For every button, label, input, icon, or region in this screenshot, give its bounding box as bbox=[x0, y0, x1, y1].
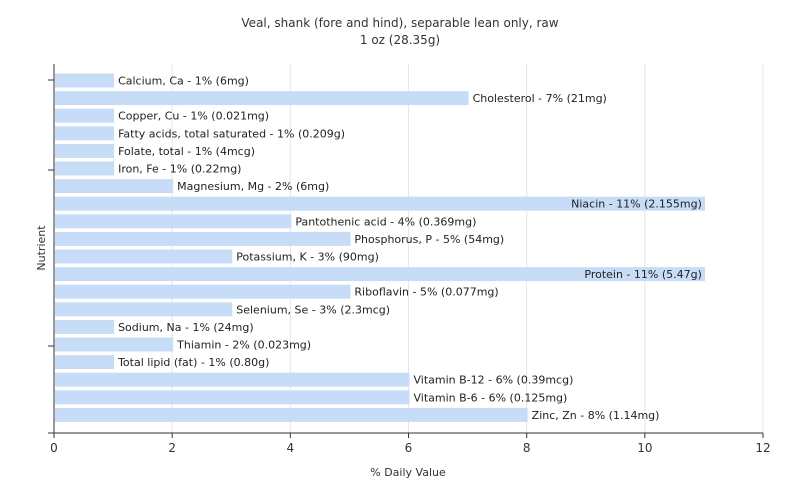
bar bbox=[55, 108, 115, 123]
bar bbox=[55, 390, 410, 405]
bar bbox=[55, 196, 705, 211]
bar bbox=[55, 214, 292, 229]
bar bbox=[55, 179, 174, 194]
bar-label: Copper, Cu - 1% (0.021mg) bbox=[118, 110, 269, 123]
bar-label: Riboflavin - 5% (0.077mg) bbox=[354, 286, 498, 299]
x-tick-label: 6 bbox=[405, 441, 413, 455]
bar bbox=[55, 91, 469, 106]
bar-label: Protein - 11% (5.47g) bbox=[584, 268, 702, 281]
bar bbox=[55, 319, 115, 334]
bar bbox=[55, 337, 174, 352]
bar-label: Magnesium, Mg - 2% (6mg) bbox=[177, 180, 329, 193]
bar-label: Fatty acids, total saturated - 1% (0.209… bbox=[118, 127, 345, 140]
bar-label: Folate, total - 1% (4mcg) bbox=[118, 145, 255, 158]
x-tick-label: 10 bbox=[637, 441, 652, 455]
x-tick-label: 4 bbox=[287, 441, 295, 455]
bar bbox=[55, 73, 115, 88]
bar-label: Phosphorus, P - 5% (54mg) bbox=[354, 233, 504, 246]
chart-subtitle: 1 oz (28.35g) bbox=[360, 33, 440, 47]
bar-label: Potassium, K - 3% (90mg) bbox=[236, 251, 379, 264]
bar bbox=[55, 143, 115, 158]
bar bbox=[55, 302, 233, 317]
bar-label: Thiamin - 2% (0.023mg) bbox=[176, 339, 311, 352]
x-tick-label: 0 bbox=[50, 441, 58, 455]
bar-label: Niacin - 11% (2.155mg) bbox=[571, 198, 702, 211]
bar bbox=[55, 231, 351, 246]
x-tick-label: 8 bbox=[523, 441, 531, 455]
axes: 0 2 4 6 8 10 12 bbox=[48, 64, 771, 455]
bar bbox=[55, 249, 233, 264]
grid-lines bbox=[54, 64, 764, 433]
bar-label: Sodium, Na - 1% (24mg) bbox=[118, 321, 254, 334]
y-axis-label: Nutrient bbox=[35, 225, 48, 271]
bar-label: Selenium, Se - 3% (2.3mcg) bbox=[236, 303, 390, 316]
bar-label: Pantothenic acid - 4% (0.369mg) bbox=[295, 215, 476, 228]
bar-label: Calcium, Ca - 1% (6mg) bbox=[118, 75, 249, 88]
bar-label: Total lipid (fat) - 1% (0.80g) bbox=[117, 356, 269, 369]
bar bbox=[55, 372, 410, 387]
x-tick-label: 12 bbox=[755, 441, 770, 455]
bar bbox=[55, 126, 115, 141]
chart-title: Veal, shank (fore and hind), separable l… bbox=[241, 16, 558, 30]
bar bbox=[55, 407, 528, 422]
bar bbox=[55, 161, 115, 176]
bar-label: Vitamin B-6 - 6% (0.125mg) bbox=[414, 391, 568, 404]
bars: Calcium, Ca - 1% (6mg) Cholesterol - 7% (… bbox=[55, 73, 705, 422]
bar-label: Cholesterol - 7% (21mg) bbox=[473, 92, 607, 105]
x-axis-label: % Daily Value bbox=[370, 466, 446, 479]
x-tick-label: 2 bbox=[168, 441, 176, 455]
bar-label: Vitamin B-12 - 6% (0.39mcg) bbox=[414, 374, 574, 387]
bar bbox=[55, 284, 351, 299]
bar-label: Zinc, Zn - 8% (1.14mg) bbox=[532, 409, 660, 422]
bar bbox=[55, 355, 115, 370]
bar-label: Iron, Fe - 1% (0.22mg) bbox=[118, 163, 241, 176]
bar bbox=[55, 267, 705, 282]
